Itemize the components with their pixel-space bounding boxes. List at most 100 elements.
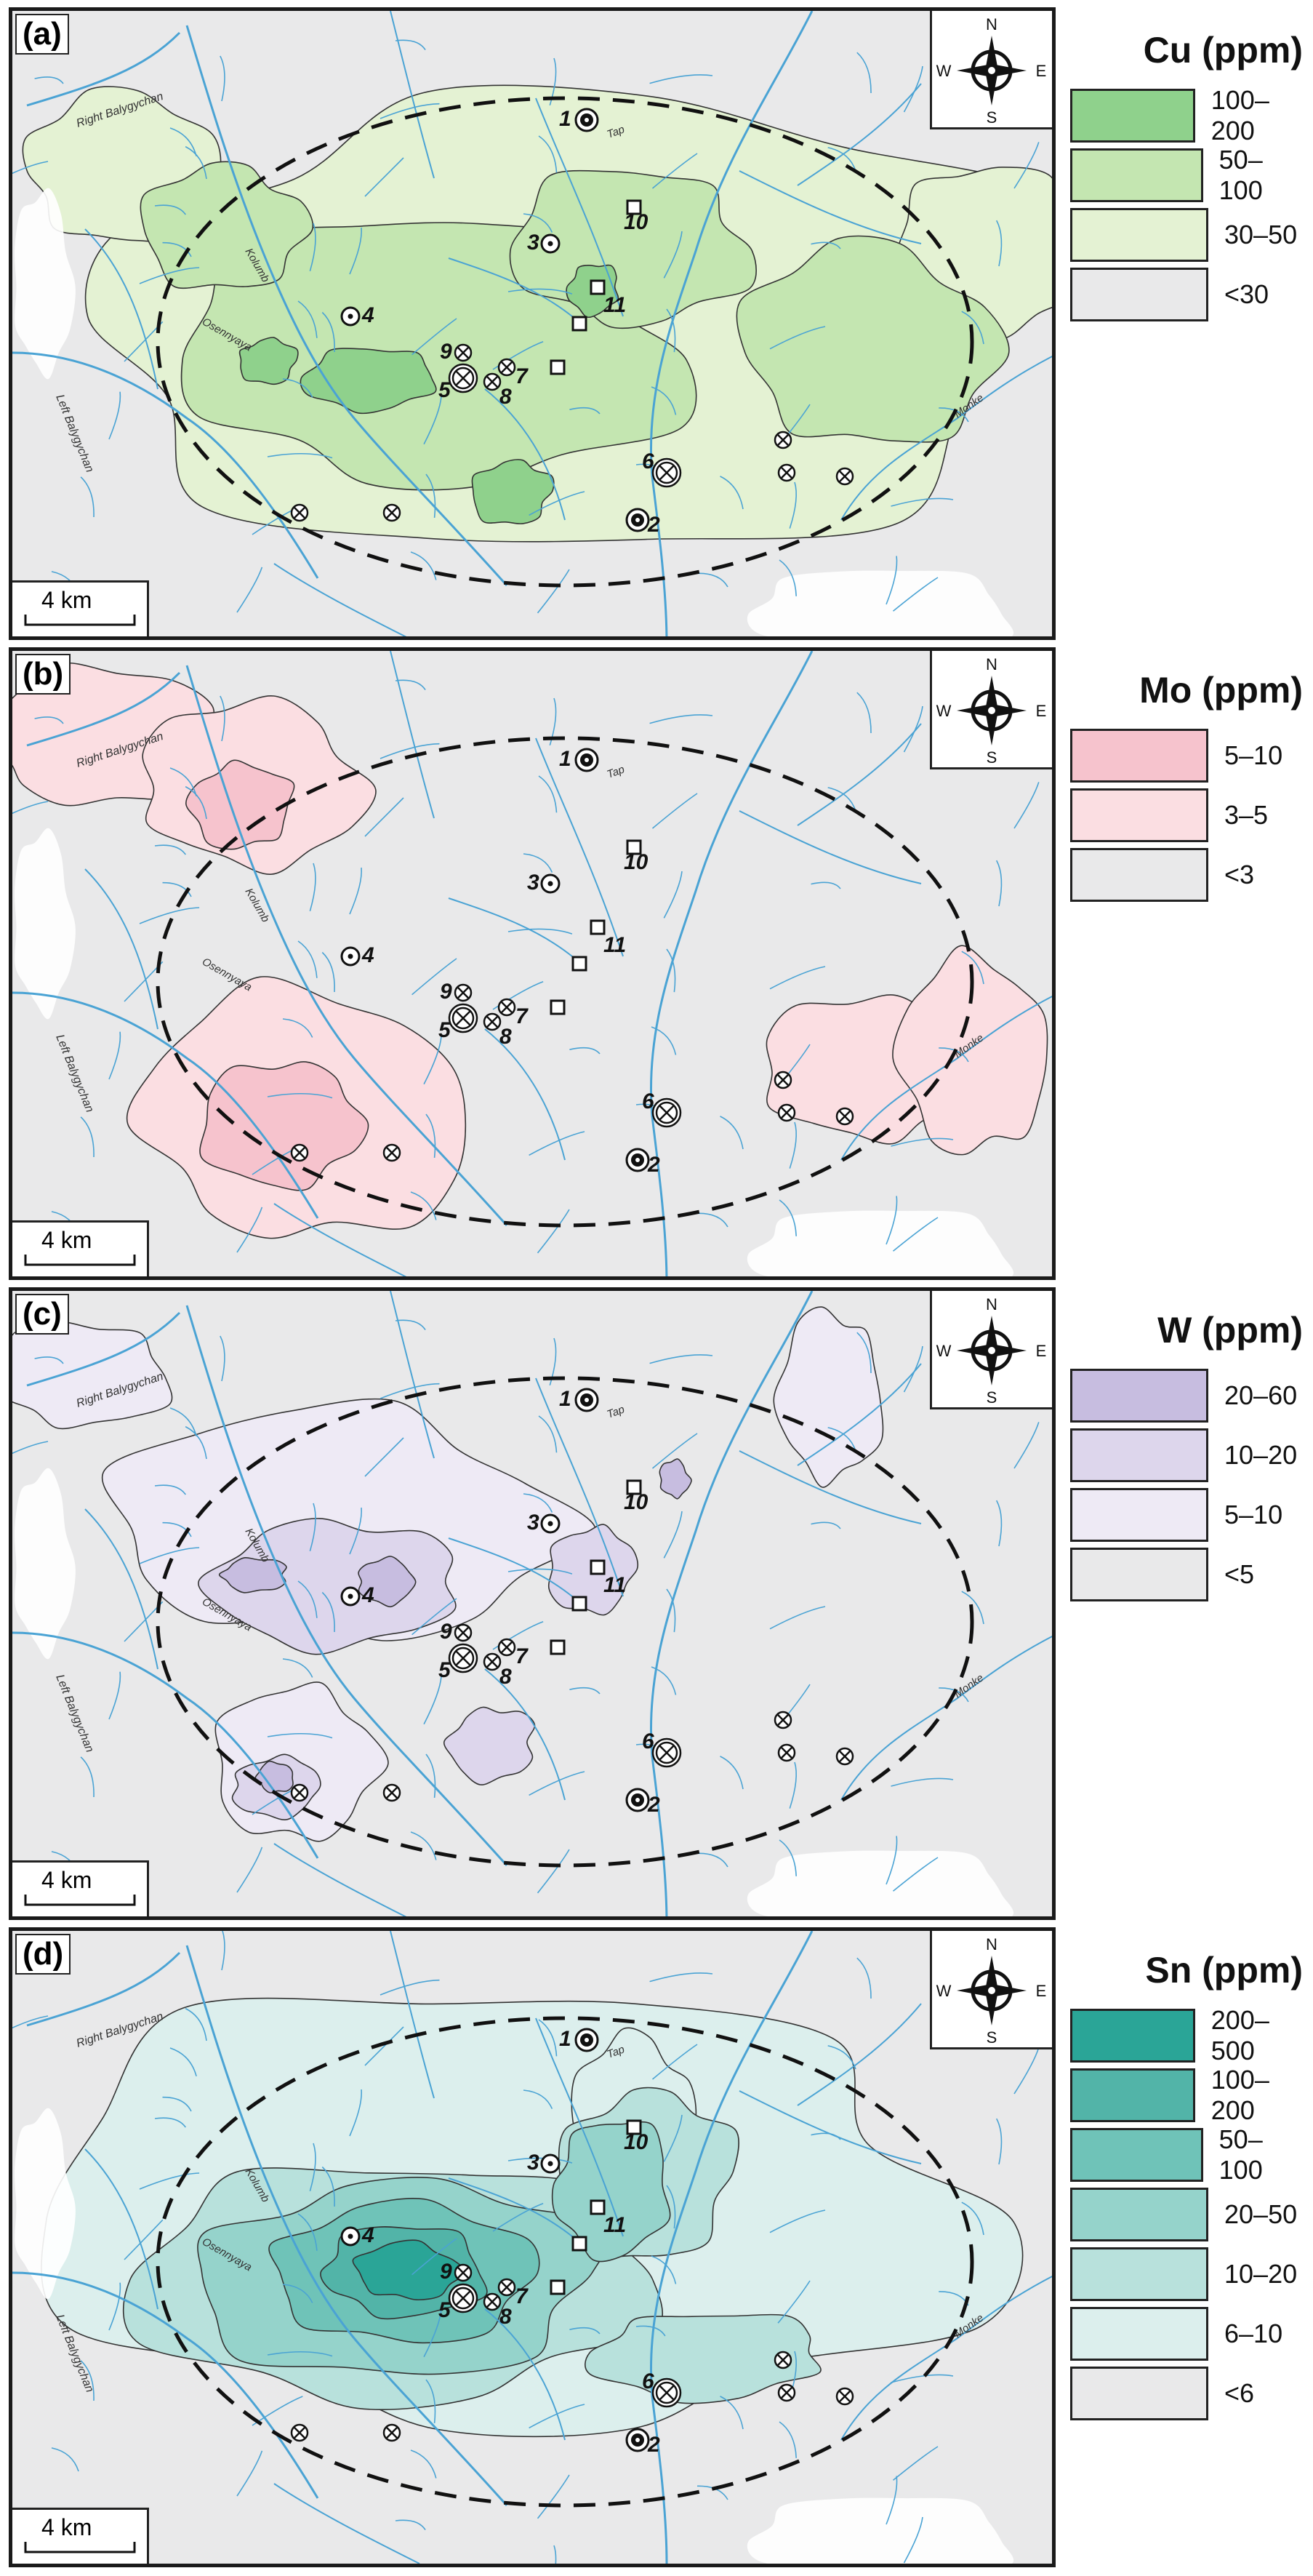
site-marker-2: 2 xyxy=(625,2428,660,2457)
scale-bar-label: 4 km xyxy=(41,2514,92,2540)
river-line xyxy=(185,25,508,586)
compass-needle-north xyxy=(985,1316,998,1351)
anomaly-zone-5–10 xyxy=(199,1061,369,1191)
stream-line xyxy=(696,1212,728,1228)
site-marker-10: 10 xyxy=(624,2119,649,2154)
site-label-2: 2 xyxy=(647,1793,660,1817)
stream-line xyxy=(779,1199,797,1236)
scale-bar-svg xyxy=(24,615,136,626)
legend-label: <5 xyxy=(1224,1559,1255,1589)
stream-line xyxy=(220,1335,225,1382)
stream-line xyxy=(538,775,558,813)
site-marker-occurrence xyxy=(777,463,796,482)
legend-label: 50–100 xyxy=(1218,145,1263,205)
river-label-tap: Tap xyxy=(606,1403,627,1420)
intrusion-outline xyxy=(156,736,974,1228)
anomaly-zone-20–50 xyxy=(551,2121,671,2263)
background-patch xyxy=(14,2108,76,2300)
legend-label: 6–10 xyxy=(1224,2319,1283,2348)
stream-line xyxy=(169,2047,197,2077)
stream-line xyxy=(523,1493,553,1513)
stream-line xyxy=(80,1756,95,1798)
legend-label: 10–20 xyxy=(1224,1440,1298,1470)
legend-item: 10–20 xyxy=(1070,1425,1303,1485)
stream-line xyxy=(649,1972,713,1983)
stream-line xyxy=(995,1500,1003,1547)
stream-line xyxy=(185,2007,207,2041)
stream-line xyxy=(349,867,362,915)
panel-label: (c) xyxy=(15,1294,69,1335)
compass-label-e: E xyxy=(1036,1342,1047,1360)
stream-line xyxy=(569,407,601,415)
compass-svg: N S W E xyxy=(936,1295,1047,1407)
stream-line xyxy=(529,2404,585,2429)
river-line xyxy=(84,2148,158,2310)
anomaly-zones xyxy=(12,662,1048,1276)
panel-label: (b) xyxy=(15,654,71,695)
stream-line xyxy=(507,1568,573,1575)
stream-line xyxy=(779,2421,797,2458)
panel-mo: Right Balygychan Left Balygychan Kolumb Ose… xyxy=(9,647,1303,1280)
legend-swatch xyxy=(1070,1488,1208,1542)
site-marker-7: 7 xyxy=(497,358,529,388)
stream-line xyxy=(995,860,1003,907)
scale-bar-svg xyxy=(24,1895,136,1906)
anomaly-zones xyxy=(14,1997,1024,2564)
compass-label-e: E xyxy=(1036,1982,1047,2000)
site-label-10: 10 xyxy=(624,850,649,874)
stream-line xyxy=(666,308,676,353)
stream-line xyxy=(892,577,939,612)
stream-line xyxy=(651,1026,677,1055)
compass-label-n: N xyxy=(986,15,997,33)
background-patch xyxy=(747,2497,1014,2564)
site-marker-11: 11 xyxy=(590,2199,626,2237)
stream-line xyxy=(892,1857,939,1892)
stream-line xyxy=(537,1849,570,1894)
stream-line xyxy=(267,1092,333,1099)
map-frame: Right Balygychan Left Balygychan Kolumb Ose… xyxy=(9,647,1056,1280)
river-line xyxy=(535,737,624,957)
stream-line xyxy=(349,2089,362,2137)
stream-line xyxy=(811,241,841,249)
river-line xyxy=(84,228,158,390)
site-label-8: 8 xyxy=(499,385,512,409)
legend-title: Sn (ppm) xyxy=(1145,1950,1303,1991)
stream-line xyxy=(720,476,744,510)
anomaly-zones xyxy=(12,1306,1014,1916)
stream-line xyxy=(789,1121,798,1169)
stream-line xyxy=(903,705,923,753)
site-marker-occurrence xyxy=(571,1596,587,1612)
compass-label-s: S xyxy=(987,2028,997,2047)
stream-line xyxy=(720,1756,744,1790)
legend-swatch xyxy=(1070,2128,1203,2182)
stream-line xyxy=(811,2132,841,2140)
site-label-11: 11 xyxy=(603,933,626,957)
site-marker-5: 5 xyxy=(438,363,478,402)
legend-title: Mo (ppm) xyxy=(1139,670,1303,711)
site-marker-occurrence xyxy=(835,467,854,486)
scale-bar-line xyxy=(24,615,136,626)
site-marker-occurrence xyxy=(835,2387,854,2406)
site-label-2: 2 xyxy=(647,1153,660,1177)
site-label-8: 8 xyxy=(499,1665,512,1689)
site-marker-8: 8 xyxy=(483,2292,512,2329)
site-marker-8: 8 xyxy=(483,1652,512,1689)
site-marker-occurrence xyxy=(774,2351,792,2369)
stream-line xyxy=(185,1425,207,1460)
legend-items: 100–200 50–100 30–50 <30 xyxy=(1070,85,1303,324)
site-marker-2: 2 xyxy=(625,508,660,537)
stream-line xyxy=(827,2045,856,2070)
background-patch xyxy=(747,570,1014,636)
stream-line xyxy=(309,1503,316,1552)
stream-line xyxy=(423,1676,442,1725)
anomaly-zone-5–10 xyxy=(185,759,295,850)
stream-line xyxy=(220,695,225,742)
site-marker-occurrence xyxy=(777,2383,796,2402)
site-marker-6: 6 xyxy=(642,449,682,488)
river-line xyxy=(26,31,181,107)
stream-line xyxy=(410,1191,437,1220)
stream-line xyxy=(380,1979,440,1996)
